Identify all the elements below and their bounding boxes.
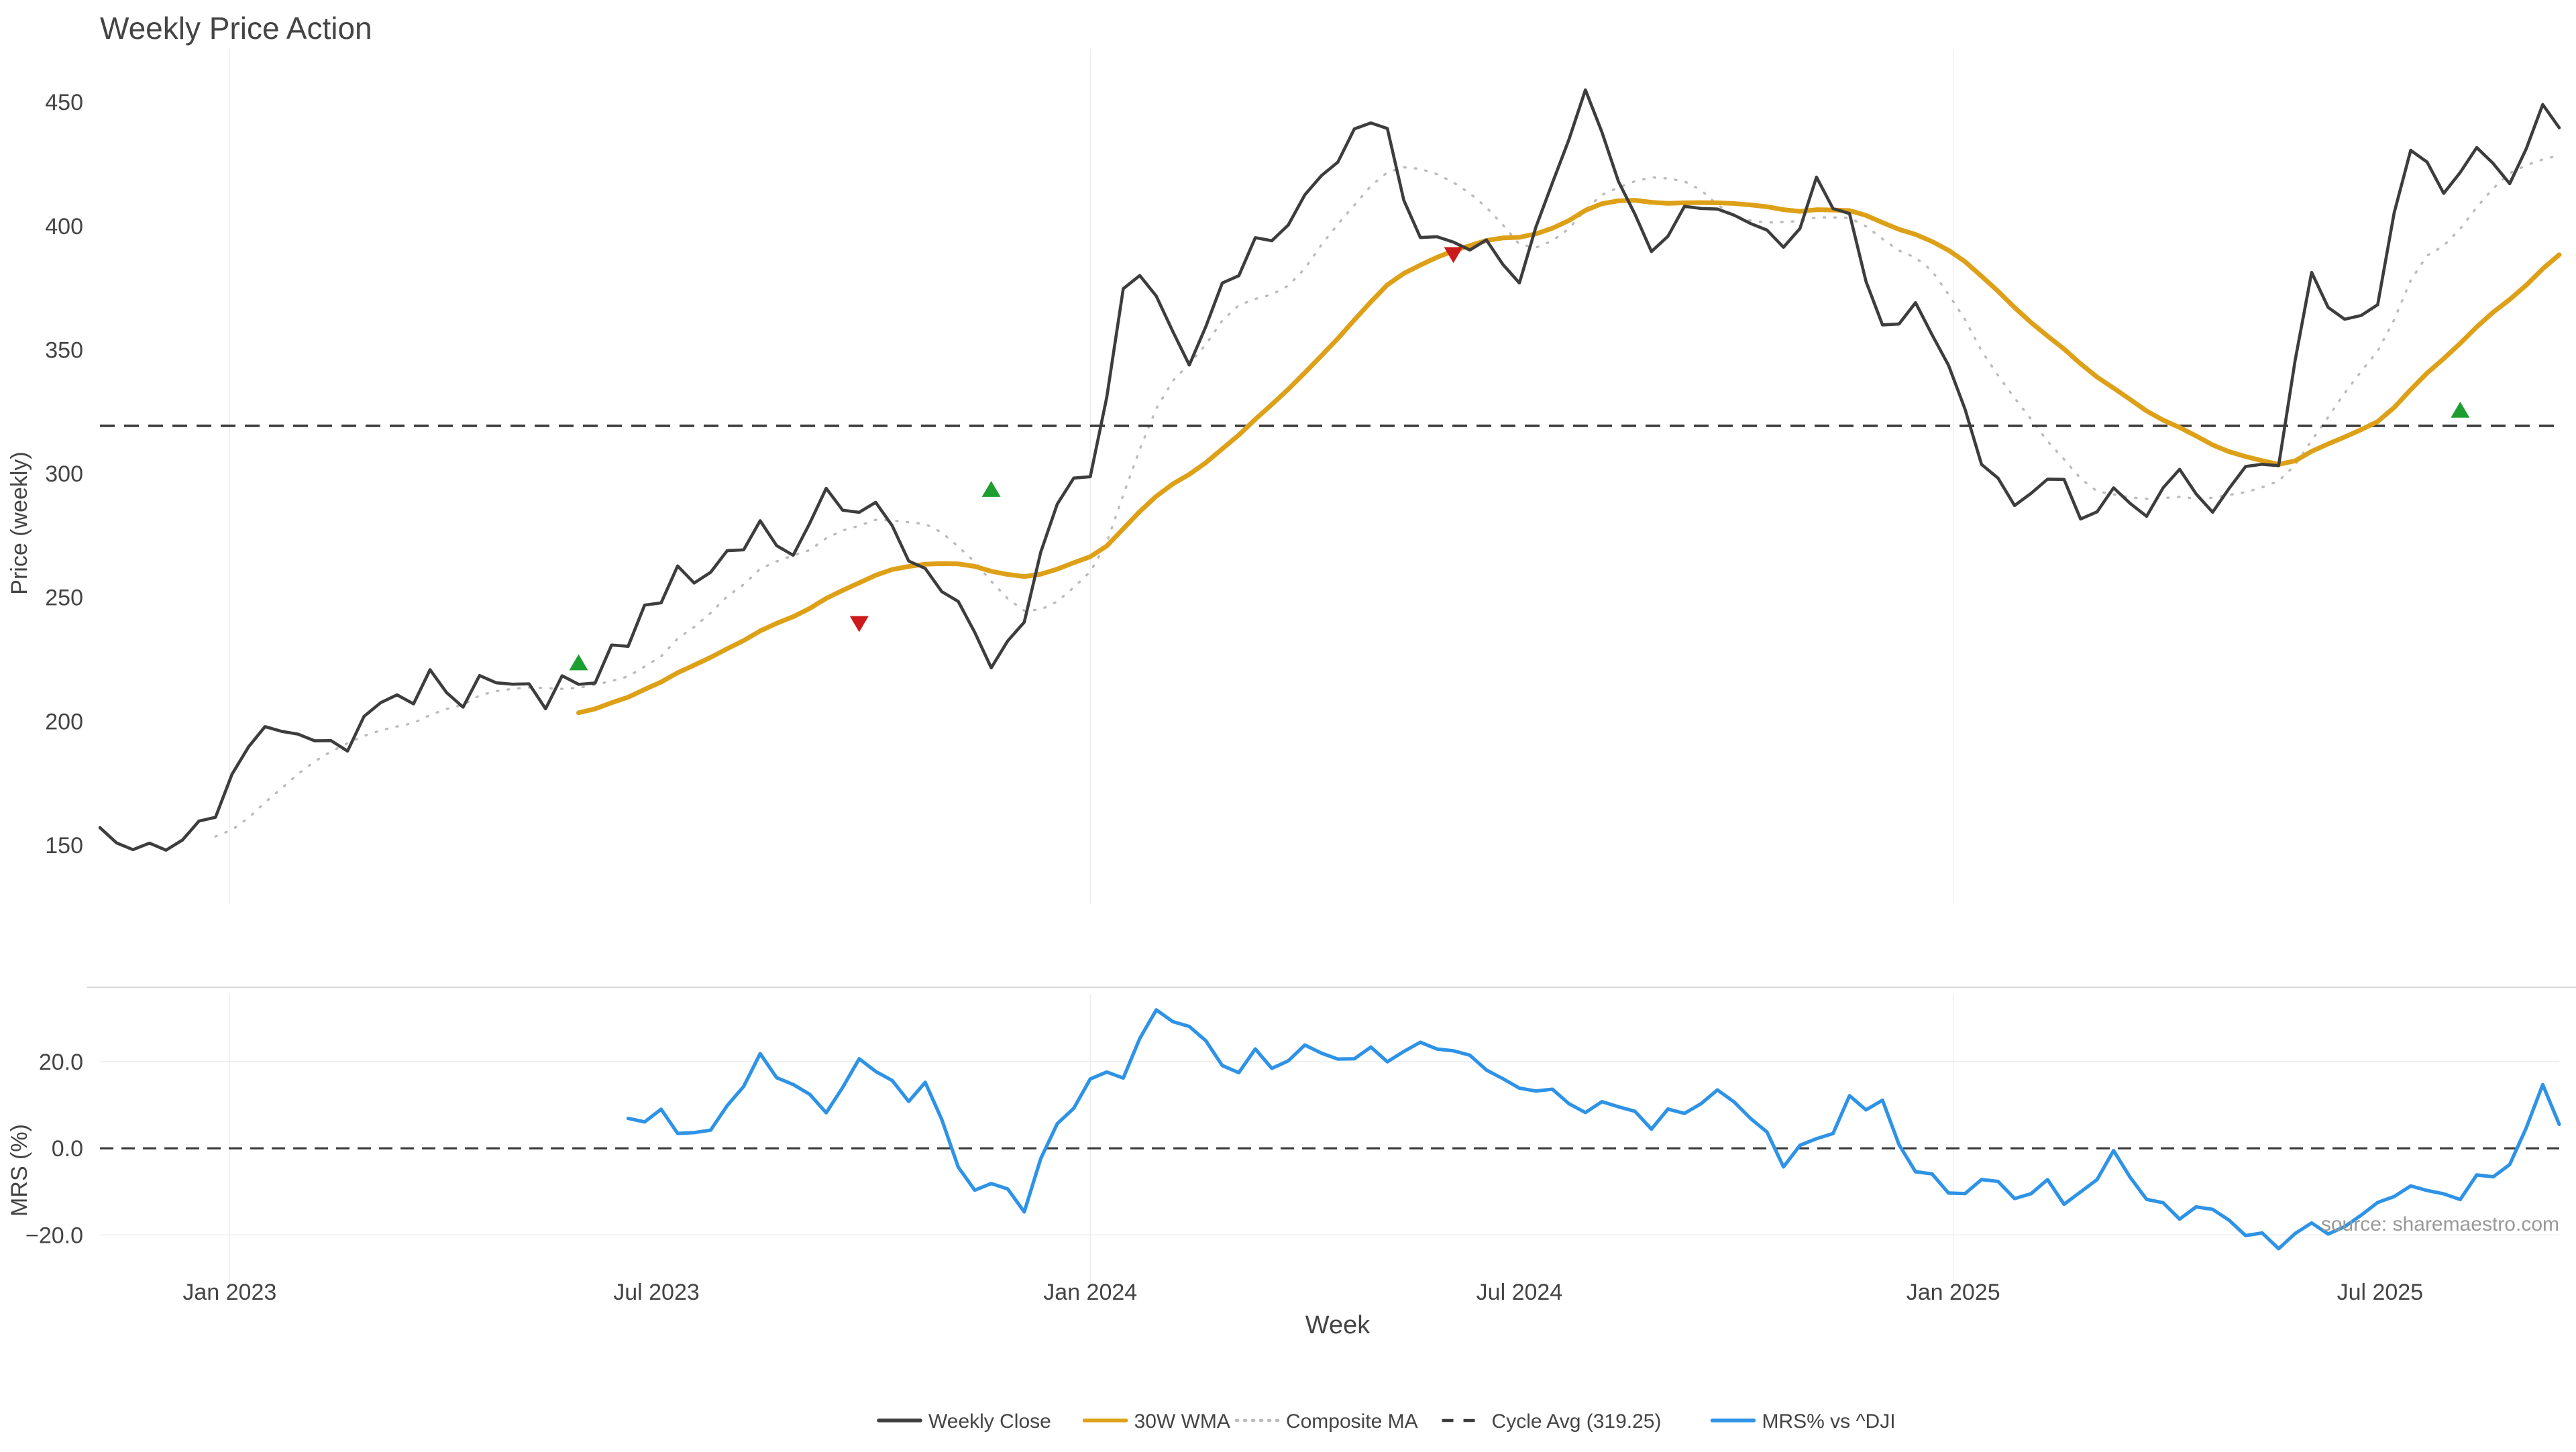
svg-text:Weekly Close: Weekly Close (928, 1410, 1051, 1433)
svg-text:MRS (%): MRS (%) (7, 1124, 32, 1217)
svg-text:MRS% vs ^DJI: MRS% vs ^DJI (1762, 1410, 1895, 1433)
svg-text:300: 300 (45, 461, 83, 487)
svg-text:Jul 2024: Jul 2024 (1477, 1280, 1563, 1305)
svg-text:200: 200 (45, 709, 83, 734)
svg-text:0.0: 0.0 (52, 1136, 83, 1162)
svg-text:150: 150 (45, 833, 83, 858)
svg-text:−20.0: −20.0 (25, 1223, 83, 1248)
svg-text:Price (weekly): Price (weekly) (7, 451, 32, 594)
svg-text:Jul 2025: Jul 2025 (2337, 1280, 2424, 1305)
svg-text:Week: Week (1305, 1311, 1371, 1339)
svg-text:30W WMA: 30W WMA (1134, 1410, 1230, 1433)
svg-text:source: sharemaestro.com: source: sharemaestro.com (2321, 1213, 2559, 1235)
svg-text:Jan 2025: Jan 2025 (1907, 1280, 2000, 1305)
svg-text:Jan 2024: Jan 2024 (1043, 1280, 1137, 1305)
svg-text:Jan 2023: Jan 2023 (182, 1280, 276, 1305)
svg-text:350: 350 (45, 337, 83, 363)
svg-text:Weekly Price Action: Weekly Price Action (100, 11, 372, 46)
svg-text:250: 250 (45, 585, 83, 611)
svg-text:450: 450 (45, 90, 83, 115)
svg-text:Cycle Avg (319.25): Cycle Avg (319.25) (1492, 1410, 1662, 1433)
svg-text:Composite MA: Composite MA (1286, 1410, 1418, 1433)
svg-text:Jul 2023: Jul 2023 (613, 1280, 700, 1305)
svg-text:400: 400 (45, 214, 83, 239)
svg-text:20.0: 20.0 (39, 1050, 83, 1075)
